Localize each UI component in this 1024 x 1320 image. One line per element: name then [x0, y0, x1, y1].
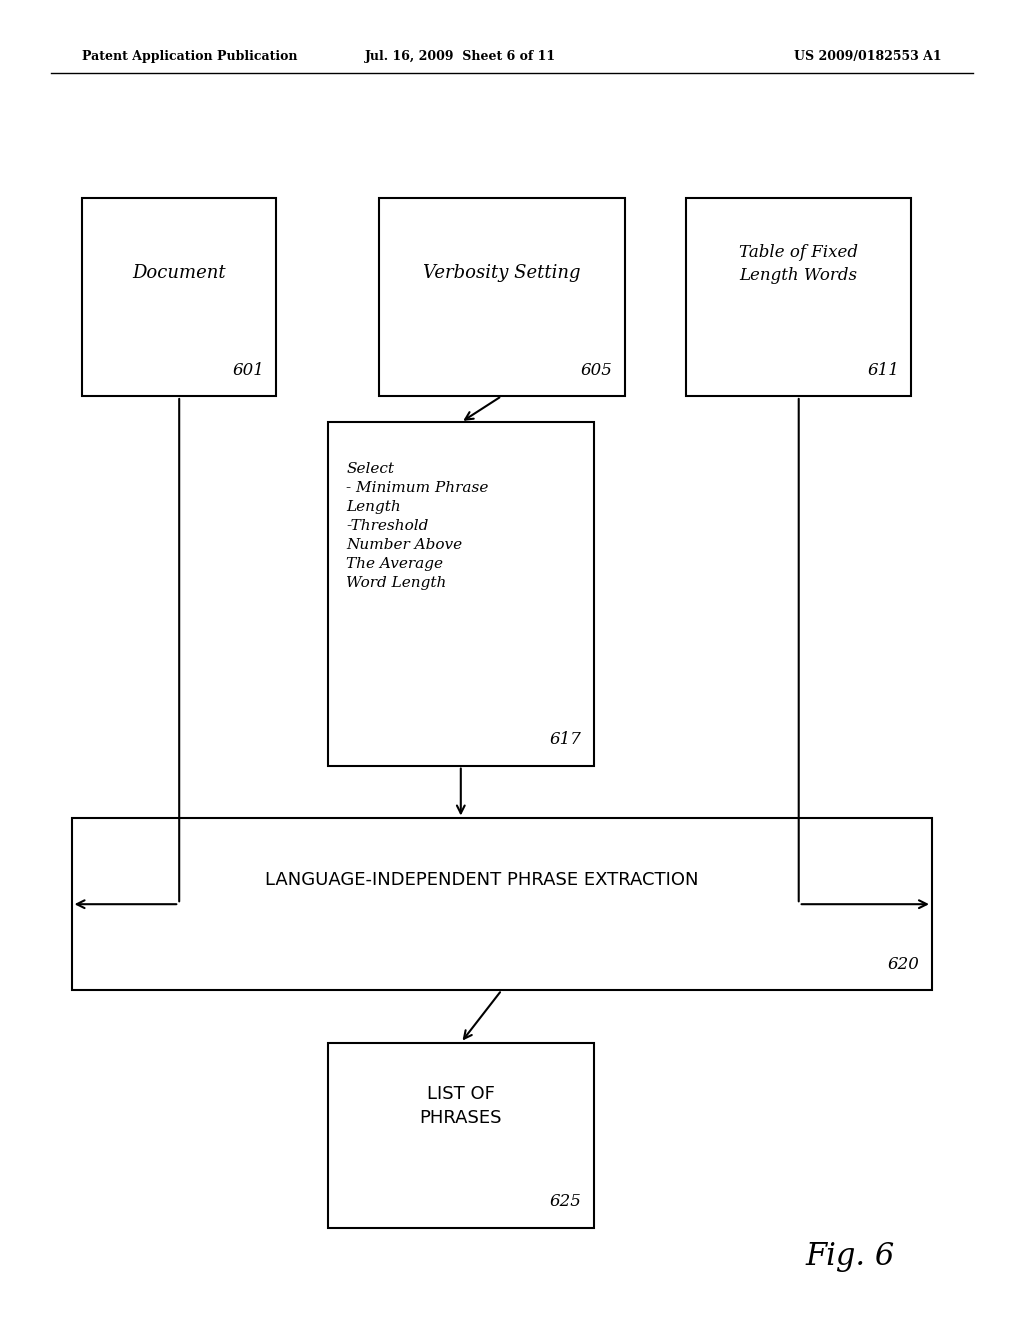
Text: Verbosity Setting: Verbosity Setting — [423, 264, 581, 282]
FancyBboxPatch shape — [72, 818, 932, 990]
Text: 625: 625 — [550, 1193, 582, 1210]
Text: Patent Application Publication: Patent Application Publication — [82, 50, 297, 63]
Text: LANGUAGE-INDEPENDENT PHRASE EXTRACTION: LANGUAGE-INDEPENDENT PHRASE EXTRACTION — [264, 871, 698, 890]
FancyBboxPatch shape — [82, 198, 276, 396]
FancyBboxPatch shape — [328, 1043, 594, 1228]
Text: Jul. 16, 2009  Sheet 6 of 11: Jul. 16, 2009 Sheet 6 of 11 — [366, 50, 556, 63]
FancyBboxPatch shape — [328, 422, 594, 766]
Text: 617: 617 — [550, 731, 582, 748]
FancyBboxPatch shape — [686, 198, 911, 396]
Text: Select
- Minimum Phrase
Length
-Threshold
Number Above
The Average
Word Length: Select - Minimum Phrase Length -Threshol… — [346, 462, 488, 590]
FancyBboxPatch shape — [379, 198, 625, 396]
Text: Table of Fixed
Length Words: Table of Fixed Length Words — [739, 244, 858, 284]
Text: 601: 601 — [232, 362, 264, 379]
Text: 620: 620 — [888, 956, 920, 973]
Text: LIST OF
PHRASES: LIST OF PHRASES — [420, 1085, 502, 1127]
Text: Document: Document — [132, 264, 226, 282]
Text: Fig. 6: Fig. 6 — [805, 1241, 895, 1272]
Text: 605: 605 — [581, 362, 612, 379]
Text: 611: 611 — [867, 362, 899, 379]
Text: US 2009/0182553 A1: US 2009/0182553 A1 — [795, 50, 942, 63]
